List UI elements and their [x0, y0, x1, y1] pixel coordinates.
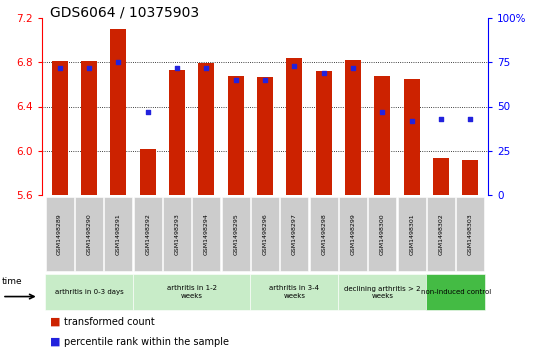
Bar [374, 76, 390, 195]
Text: GSM1498301: GSM1498301 [409, 213, 414, 255]
FancyBboxPatch shape [397, 197, 426, 271]
FancyBboxPatch shape [163, 197, 191, 271]
Text: declining arthritis > 2
weeks: declining arthritis > 2 weeks [344, 286, 421, 298]
Text: GSM1498294: GSM1498294 [204, 213, 209, 255]
Text: percentile rank within the sample: percentile rank within the sample [64, 337, 229, 347]
FancyBboxPatch shape [339, 197, 367, 271]
Text: arthritis in 0-3 days: arthritis in 0-3 days [55, 289, 123, 295]
FancyBboxPatch shape [280, 197, 308, 271]
Bar [433, 159, 449, 195]
Bar [198, 64, 214, 195]
Bar [257, 77, 273, 195]
Text: GSM1498289: GSM1498289 [57, 213, 62, 255]
FancyBboxPatch shape [133, 197, 161, 271]
Bar [462, 160, 478, 195]
Bar [139, 148, 156, 195]
Point [378, 109, 387, 115]
Text: GSM1498290: GSM1498290 [86, 213, 91, 255]
Text: GSM1498297: GSM1498297 [292, 213, 297, 255]
Text: GDS6064 / 10375903: GDS6064 / 10375903 [50, 5, 199, 19]
Point [173, 65, 181, 70]
Point [466, 116, 475, 122]
FancyBboxPatch shape [309, 197, 338, 271]
Point [407, 118, 416, 123]
Text: ■: ■ [50, 317, 60, 327]
Text: GSM1498295: GSM1498295 [233, 213, 238, 255]
Text: GSM1498293: GSM1498293 [174, 213, 179, 255]
Text: ■: ■ [50, 337, 60, 347]
Point [349, 65, 357, 70]
FancyBboxPatch shape [192, 197, 220, 271]
Bar [51, 61, 68, 195]
Point [114, 59, 123, 65]
Text: arthritis in 3-4
weeks: arthritis in 3-4 weeks [269, 286, 319, 298]
Point [202, 65, 211, 70]
FancyBboxPatch shape [104, 197, 132, 271]
Bar [315, 71, 332, 195]
Text: GSM1498303: GSM1498303 [468, 213, 473, 255]
Point [261, 77, 269, 83]
Text: non-induced control: non-induced control [421, 289, 491, 295]
FancyBboxPatch shape [45, 197, 73, 271]
FancyBboxPatch shape [45, 274, 133, 310]
Bar [286, 58, 302, 195]
Text: arthritis in 1-2
weeks: arthritis in 1-2 weeks [167, 286, 217, 298]
Bar [345, 60, 361, 195]
Text: GSM1498296: GSM1498296 [262, 213, 267, 255]
Text: GSM1498300: GSM1498300 [380, 213, 385, 255]
FancyBboxPatch shape [427, 197, 455, 271]
Point [437, 116, 445, 122]
Text: time: time [2, 277, 23, 286]
Point [85, 65, 93, 70]
Bar [403, 79, 420, 195]
FancyBboxPatch shape [339, 274, 427, 310]
FancyBboxPatch shape [133, 274, 251, 310]
FancyBboxPatch shape [427, 274, 485, 310]
Text: GSM1498292: GSM1498292 [145, 213, 150, 255]
FancyBboxPatch shape [368, 197, 396, 271]
Point [290, 63, 299, 69]
FancyBboxPatch shape [251, 274, 339, 310]
Text: GSM1498302: GSM1498302 [438, 213, 443, 255]
FancyBboxPatch shape [456, 197, 484, 271]
Bar [110, 29, 126, 195]
Point [231, 77, 240, 83]
Bar [169, 70, 185, 195]
Text: GSM1498299: GSM1498299 [350, 213, 355, 255]
FancyBboxPatch shape [251, 197, 279, 271]
Text: transformed count: transformed count [64, 317, 155, 327]
Bar [81, 61, 97, 195]
FancyBboxPatch shape [221, 197, 249, 271]
Text: GSM1498291: GSM1498291 [116, 213, 121, 255]
FancyBboxPatch shape [75, 197, 103, 271]
Bar [227, 76, 244, 195]
Point [143, 109, 152, 115]
Point [55, 65, 64, 70]
Text: GSM1498298: GSM1498298 [321, 213, 326, 255]
Point [319, 70, 328, 76]
